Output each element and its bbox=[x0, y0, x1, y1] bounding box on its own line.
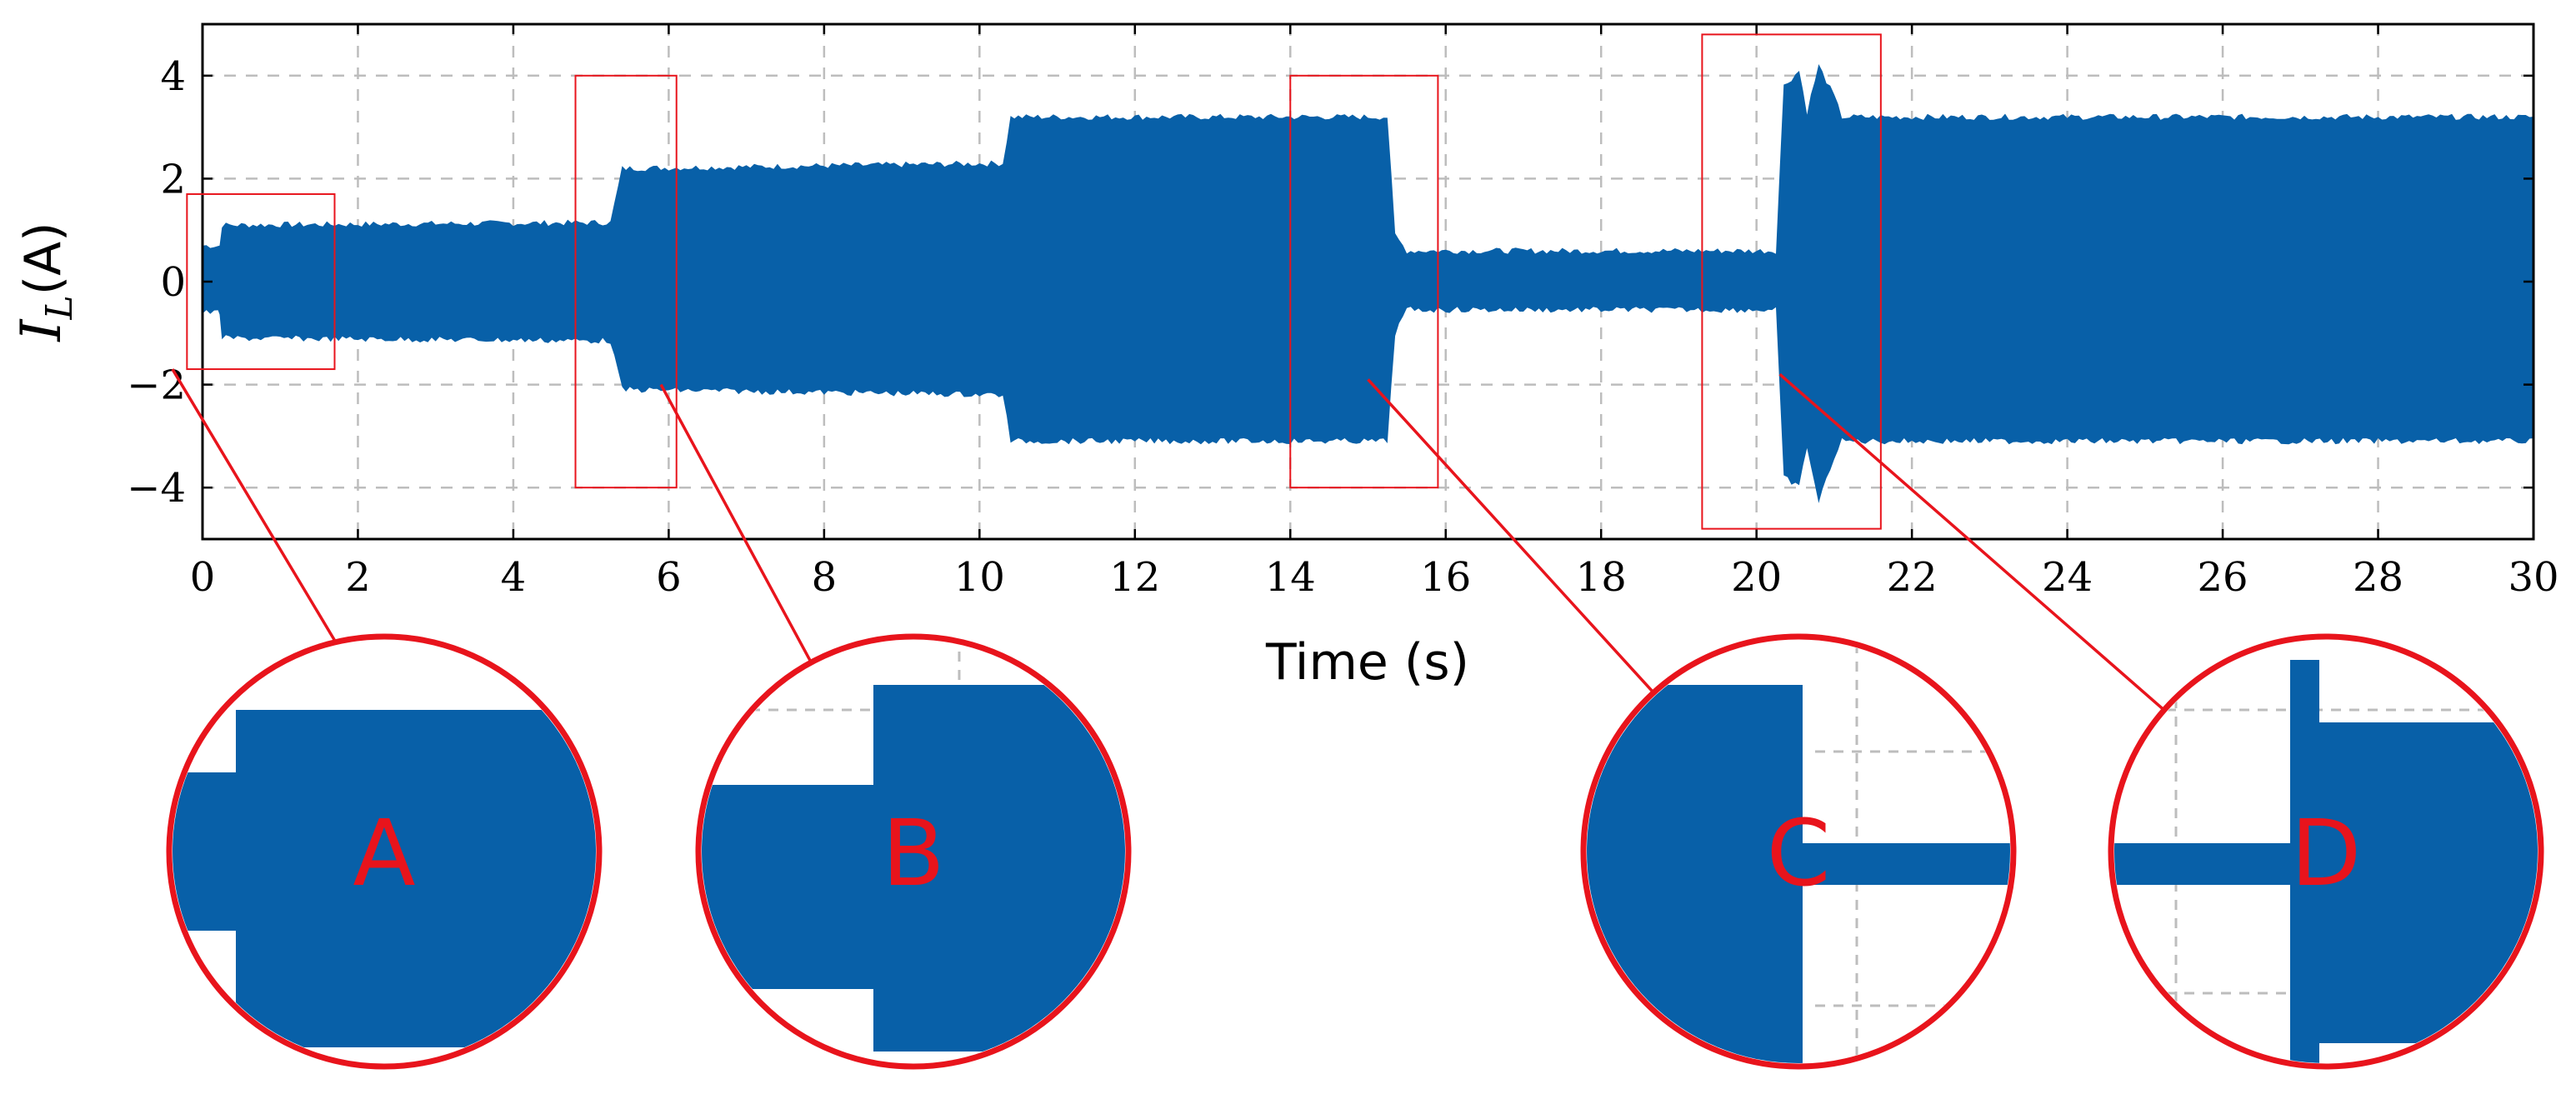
zoom-label-b: B bbox=[882, 800, 944, 907]
zoom-inner bbox=[1587, 643, 2010, 1063]
zoom-b: B bbox=[574, 74, 1132, 1070]
y-tick-label: 0 bbox=[160, 259, 186, 306]
series-layer bbox=[203, 64, 2533, 503]
zoom-signal bbox=[2114, 843, 2290, 885]
x-tick-label: 26 bbox=[2198, 554, 2248, 601]
y-tick-label: 2 bbox=[160, 156, 186, 202]
zoom-signal bbox=[236, 710, 596, 1047]
x-tick-label: 10 bbox=[954, 554, 1005, 601]
zoom-circle-c bbox=[1580, 633, 2017, 1070]
svg-text:IL(A): IL(A) bbox=[9, 222, 81, 342]
zoom-circle-b bbox=[695, 633, 1132, 1070]
zoom-circle-a bbox=[166, 633, 603, 1070]
x-axis-title: Time (s) bbox=[1265, 633, 1469, 692]
y-axis-title-symbol: I bbox=[9, 318, 73, 342]
zoom-box-d bbox=[1701, 33, 1882, 530]
x-tick-label: 28 bbox=[2353, 554, 2403, 601]
x-tick-label: 16 bbox=[1420, 554, 1471, 601]
y-axis-title-subscript: L bbox=[38, 295, 81, 320]
y-tick-label: 4 bbox=[160, 53, 186, 100]
x-tick-label: 20 bbox=[1731, 554, 1782, 601]
zoom-c: C bbox=[1289, 74, 2017, 1070]
y-tick-label: −4 bbox=[127, 465, 186, 512]
zoom-a: A bbox=[166, 192, 603, 1070]
x-tick-label: 24 bbox=[2042, 554, 2093, 601]
zoom-label-a: A bbox=[353, 800, 415, 907]
zoom-inner bbox=[173, 710, 596, 1047]
zoom-connector bbox=[659, 383, 813, 663]
zoom-signal bbox=[702, 785, 873, 989]
y-tick-label: −2 bbox=[127, 362, 186, 409]
zoom-label-d: D bbox=[2291, 800, 2362, 907]
zoom-connector bbox=[1367, 378, 1655, 694]
x-tick-label: 0 bbox=[190, 554, 216, 601]
zoom-layer: A B C D bbox=[166, 33, 2544, 1070]
x-tick-label: 22 bbox=[1887, 554, 1938, 601]
zoom-d: D bbox=[1701, 33, 2544, 1070]
zoom-label-c: C bbox=[1767, 800, 1831, 907]
zoom-box-c bbox=[1289, 74, 1439, 489]
zoom-signal bbox=[2290, 660, 2319, 1063]
x-tick-label: 2 bbox=[345, 554, 371, 601]
zoom-connector bbox=[171, 368, 338, 643]
zoom-signal bbox=[1803, 843, 2010, 885]
y-axis-title: IL(A) bbox=[9, 222, 81, 342]
x-tick-label: 14 bbox=[1265, 554, 1316, 601]
signal-band bbox=[203, 64, 2533, 503]
x-tick-label: 6 bbox=[656, 554, 682, 601]
zoom-connector bbox=[1778, 372, 2165, 712]
x-tick-label: 30 bbox=[2508, 554, 2558, 601]
x-tick-label: 8 bbox=[812, 554, 838, 601]
zoom-box-a bbox=[186, 192, 336, 371]
zoom-box-b bbox=[574, 74, 678, 489]
zoom-inner bbox=[702, 652, 1125, 1052]
x-tick-label: 12 bbox=[1109, 554, 1160, 601]
x-tick-label: 4 bbox=[501, 554, 527, 601]
x-tick-label: 18 bbox=[1576, 554, 1627, 601]
y-axis-title-unit: (A) bbox=[14, 222, 73, 295]
zoom-signal bbox=[173, 772, 236, 931]
zoom-circle-d bbox=[2108, 633, 2544, 1070]
